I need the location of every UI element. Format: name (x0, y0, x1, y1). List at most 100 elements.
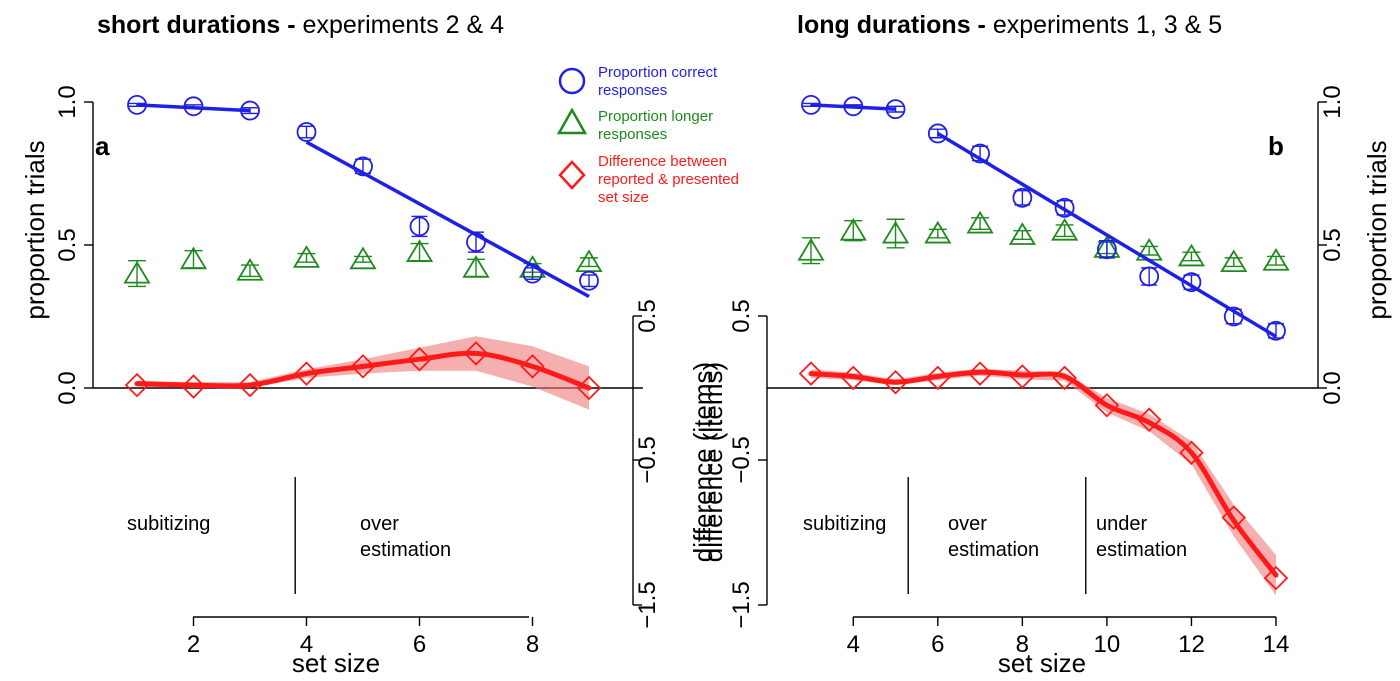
x-tick-label: 8 (1016, 631, 1029, 658)
longer-point (236, 257, 264, 281)
difference-point (1263, 565, 1289, 591)
legend: Proportion correct responses Proportion … (556, 64, 739, 206)
region-label: estimation (1096, 539, 1187, 561)
proportion-tick-label: 0.5 (54, 228, 81, 261)
region-label: over (948, 513, 987, 535)
region-label: estimation (948, 539, 1039, 561)
panel-b-ylabel-right: proportion trials (1362, 140, 1392, 319)
difference-tick-label: −0.5 (634, 436, 661, 483)
longer-point (924, 220, 952, 244)
panel-b-title-rest: experiments 1, 3 & 5 (986, 11, 1222, 39)
regions: subitizing over estimation under estimation (803, 477, 1187, 594)
region-label: estimation (360, 539, 451, 561)
regions: subitizing over estimation (127, 477, 451, 594)
difference-confidence-band (811, 368, 1276, 596)
legend-difference-line-3: set size (598, 189, 649, 206)
panel-a: 0.0 0.5 1.0 0.5 −0.5 −1.5 2 4 6 8 subitizing over es… (54, 85, 661, 658)
longer-point (462, 255, 490, 278)
legend-difference-line-2: reported & presented (598, 171, 739, 188)
difference-tick-label: 0.5 (634, 299, 661, 332)
difference-tick-label: −1.5 (728, 581, 755, 628)
difference-point (1221, 505, 1247, 530)
legend-longer-line-2: responses (598, 126, 667, 143)
longer-point (839, 217, 867, 241)
panel-a-ylabel-right: difference (items) (688, 362, 718, 562)
correct-point (885, 99, 906, 120)
longer-point (123, 260, 151, 284)
panel-a-title-bold: short durations - (97, 11, 296, 39)
longer-point (405, 239, 434, 263)
correct-point (1181, 272, 1202, 293)
correct-point (466, 232, 486, 253)
correct-point (183, 96, 204, 117)
correct-point (240, 100, 260, 121)
longer-point (1051, 217, 1079, 241)
legend-difference-line-1: Difference between (598, 153, 727, 170)
difference-smooth-line (134, 350, 592, 391)
x-tick-label: 4 (847, 631, 860, 658)
difference-point (1179, 440, 1204, 466)
panel-a-title-rest: experiments 2 & 4 (296, 11, 505, 39)
longer-point (966, 210, 994, 234)
legend-diamond-icon (558, 160, 586, 190)
longer-point (1262, 247, 1290, 271)
correct-point (1266, 320, 1286, 341)
difference-tick-label: −1.5 (634, 581, 661, 628)
legend-correct-line-1: Proportion correct (598, 64, 718, 81)
panel-b-ylabel-left: difference (items) (698, 362, 728, 562)
correct-point (296, 122, 317, 142)
panel-b-xlabel: set size (998, 648, 1086, 678)
longer-point (797, 237, 825, 261)
legend-circle-icon (558, 67, 586, 95)
correct-point (409, 216, 430, 237)
difference-point (407, 346, 432, 372)
difference-point (1094, 393, 1120, 418)
difference-point (925, 365, 951, 391)
difference-confidence-band (137, 336, 589, 410)
difference-tick-label: −0.5 (728, 436, 755, 483)
longer-point (1177, 243, 1206, 267)
region-label: under (1096, 513, 1147, 535)
panels: 0.0 0.5 1.0 0.5 −0.5 −1.5 2 4 6 8 subitizing over es… (54, 85, 1346, 658)
panel-a-letter: a (95, 131, 110, 161)
correct-point (1097, 239, 1117, 260)
panel-b-title: long durations - experiments 1, 3 & 5 (797, 11, 1222, 39)
correct-point (1139, 266, 1160, 287)
x-tick-label: 10 (1094, 631, 1121, 658)
proportion-tick-label: 0.0 (1319, 371, 1346, 404)
difference-point (294, 361, 319, 386)
panel-b-letter: b (1268, 131, 1284, 161)
correct-point (1054, 197, 1075, 218)
x-axis: 4 6 8 10 12 14 (847, 616, 1290, 658)
x-tick-label: 4 (300, 631, 313, 658)
proportion-axis: 0.0 0.5 1.0 (54, 85, 94, 405)
difference-point (520, 354, 545, 379)
x-tick-label: 2 (187, 631, 200, 658)
difference-point (1052, 365, 1077, 391)
longer-point (179, 246, 208, 270)
proportion-tick-label: 0.5 (1319, 228, 1346, 261)
panel-b-title-bold: long durations - (797, 11, 986, 39)
panel-a-title: short durations - experiments 2 & 4 (97, 11, 504, 39)
legend-longer-line-1: Proportion longer (598, 108, 713, 125)
proportion-tick-label: 0.0 (54, 371, 81, 404)
proportion-axis: 0.0 0.5 1.0 (1317, 85, 1346, 405)
correct-point (1223, 306, 1244, 327)
region-label: over (360, 513, 399, 535)
legend-correct-line-2: responses (598, 82, 667, 99)
difference-tick-label: 0.5 (728, 299, 755, 332)
difference-point (124, 372, 150, 398)
difference-point (883, 369, 908, 395)
correct-fit-line (305, 140, 590, 299)
panel-a-ylabel-left: proportion trials (20, 140, 50, 319)
region-label: subitizing (803, 513, 886, 535)
longer-point (881, 220, 910, 244)
correct-fit-line (936, 131, 1277, 339)
x-tick-label: 14 (1263, 631, 1290, 658)
difference-point (798, 361, 824, 386)
longer-point (292, 245, 321, 268)
panel-a-xlabel: set size (292, 648, 380, 678)
